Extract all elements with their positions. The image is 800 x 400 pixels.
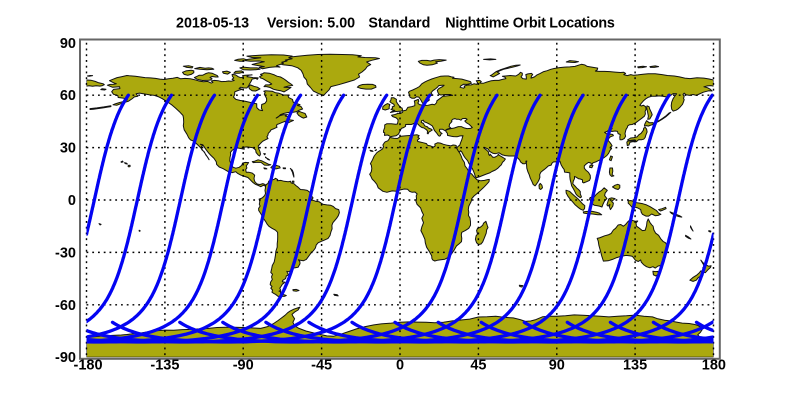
svg-text:-45: -45 bbox=[311, 357, 332, 373]
svg-text:Version: 5.00: Version: 5.00 bbox=[267, 16, 355, 32]
svg-text:135: 135 bbox=[623, 357, 647, 373]
svg-text:0: 0 bbox=[68, 193, 76, 209]
svg-text:60: 60 bbox=[60, 88, 76, 104]
svg-text:-60: -60 bbox=[55, 298, 76, 314]
svg-text:180: 180 bbox=[702, 357, 726, 373]
svg-text:-30: -30 bbox=[55, 245, 76, 261]
svg-text:0: 0 bbox=[396, 357, 404, 373]
svg-text:90: 90 bbox=[60, 36, 76, 52]
svg-text:-90: -90 bbox=[55, 350, 76, 366]
svg-text:Standard: Standard bbox=[368, 16, 430, 32]
svg-text:-90: -90 bbox=[233, 357, 254, 373]
svg-text:45: 45 bbox=[470, 357, 486, 373]
svg-text:2018-05-13: 2018-05-13 bbox=[176, 16, 249, 32]
svg-text:30: 30 bbox=[60, 141, 76, 157]
svg-text:90: 90 bbox=[549, 357, 565, 373]
svg-text:-180: -180 bbox=[73, 357, 102, 373]
svg-text:Nighttime Orbit Locations: Nighttime Orbit Locations bbox=[445, 16, 615, 32]
svg-text:-135: -135 bbox=[150, 357, 179, 373]
